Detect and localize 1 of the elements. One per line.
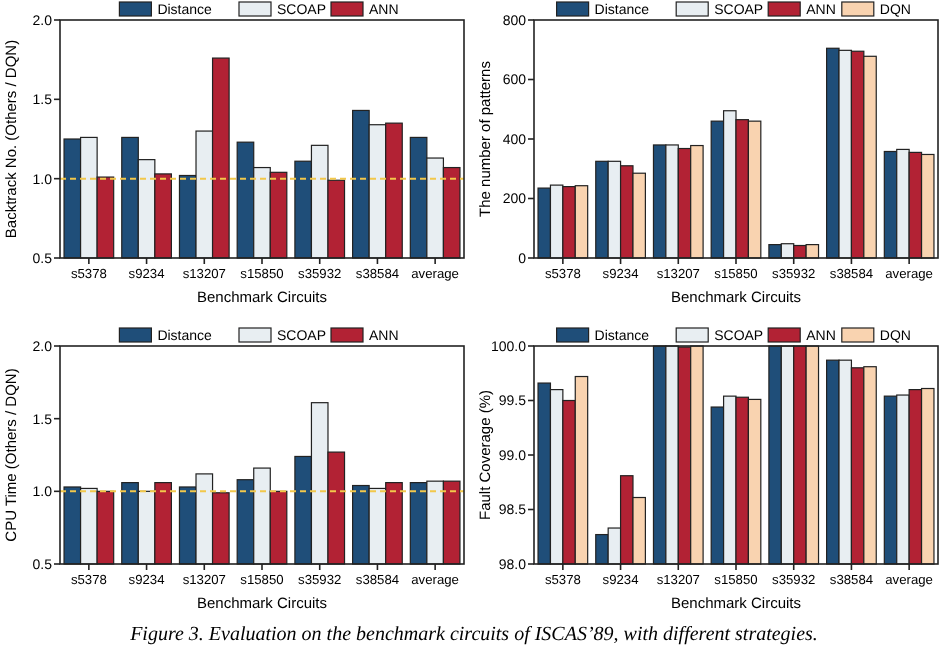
caption: Figure 3. Evaluation on the benchmark circuits of ISCAS’89, with different strategies. (128, 624, 818, 646)
